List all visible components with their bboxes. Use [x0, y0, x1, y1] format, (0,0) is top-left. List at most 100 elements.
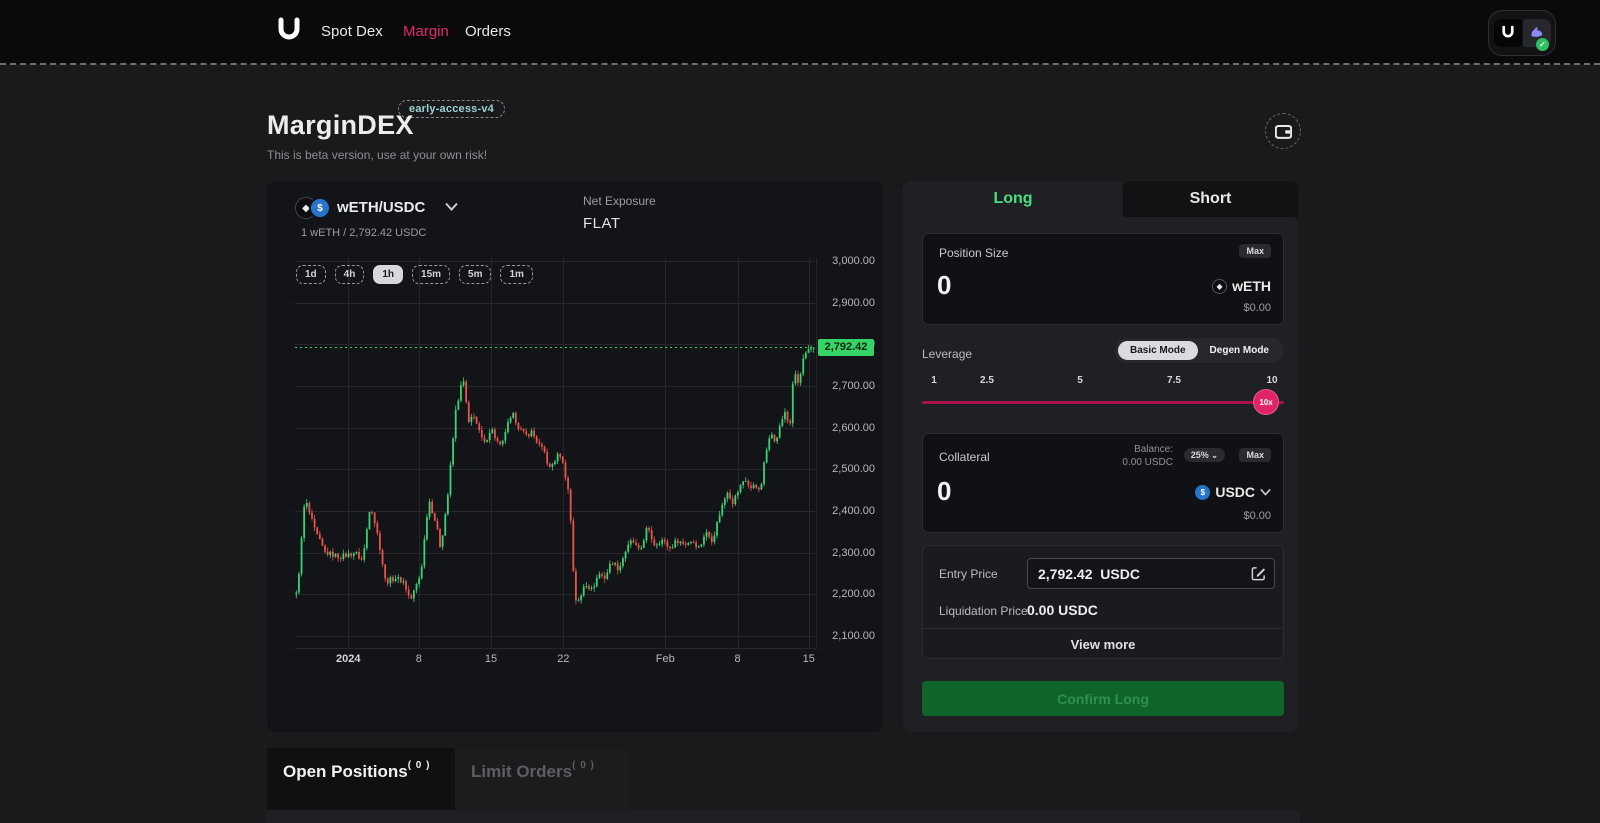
page-subtitle: This is beta version, use at your own ri… — [267, 148, 488, 162]
entry-price-label: Entry Price — [939, 567, 998, 581]
trade-panel: Long Short Position Size Max ◆ wETH $0.0… — [903, 181, 1298, 732]
edit-icon[interactable] — [1251, 566, 1266, 581]
brand-logo-small-icon — [1493, 19, 1522, 47]
confirm-long-button[interactable]: Confirm Long — [922, 681, 1284, 716]
nav-link-orders[interactable]: Orders — [465, 23, 511, 40]
timeframe-15m-button[interactable]: 15m — [412, 265, 451, 284]
wallet-button[interactable] — [1265, 113, 1301, 149]
open-positions-count: ( 0 ) — [407, 760, 431, 771]
collateral-label: Collateral — [939, 450, 990, 464]
timeframe-1m-button[interactable]: 1m — [500, 265, 533, 284]
leverage-slider-handle[interactable]: 10x — [1253, 389, 1279, 415]
dashed-divider — [0, 63, 1600, 65]
price-axis-label: 2,700.00 — [832, 380, 875, 392]
collateral-card: Collateral Balance: 0.00 USDC 25% ⌄ Max … — [922, 433, 1284, 533]
connected-check-icon: ✓ — [1536, 38, 1549, 51]
chevron-down-icon: ⌄ — [1211, 451, 1218, 460]
position-asset[interactable]: ◆ wETH — [1212, 278, 1271, 294]
collateral-usd-value: $0.00 — [1243, 510, 1271, 522]
leverage-tick-10: 10 — [1266, 375, 1278, 386]
version-badge: early-access-v4 — [398, 100, 505, 118]
leverage-tick-2-5: 2.5 — [980, 375, 994, 386]
top-nav: Spot Dex Margin Orders ✓ — [0, 0, 1600, 64]
net-exposure-label: Net Exposure — [583, 194, 656, 208]
price-axis-label: 2,300.00 — [832, 546, 875, 559]
position-size-input[interactable] — [937, 270, 1077, 301]
time-axis: 2024 8 15 22 Feb 8 15 — [295, 653, 816, 667]
connected-wallet-widget[interactable]: ✓ — [1488, 10, 1556, 56]
collateral-balance: Balance: 0.00 USDC — [1122, 443, 1173, 469]
leverage-tick-1: 1 — [931, 375, 937, 386]
entry-price-box — [1027, 558, 1275, 589]
chart-panel: ◆ $ wETH/USDC 1 wETH / 2,792.42 USDC Net… — [267, 181, 883, 732]
leverage-tick-7-5: 7.5 — [1167, 375, 1181, 386]
time-axis-label: 2024 — [336, 653, 361, 665]
chevron-down-icon — [1260, 488, 1271, 496]
timeframe-row: 1d 4h 1h 15m 5m 1m — [296, 265, 533, 284]
tab-short[interactable]: Short — [1123, 181, 1298, 217]
leverage-mode-toggle: Basic Mode Degen Mode — [1114, 338, 1284, 363]
price-axis-label: 2,600.00 — [832, 421, 875, 434]
collateral-input[interactable] — [937, 476, 1077, 507]
usdc-icon: $ — [1195, 484, 1211, 500]
tab-open-positions[interactable]: Open Positions( 0 ) — [267, 748, 455, 810]
tab-limit-orders[interactable]: Limit Orders( 0 ) — [455, 748, 630, 810]
pair-selector[interactable]: wETH/USDC — [337, 199, 426, 216]
usdc-icon: $ — [309, 197, 331, 219]
open-positions-label: Open Positions — [283, 762, 408, 781]
pair-price-line: 1 wETH / 2,792.42 USDC — [301, 227, 427, 239]
timeframe-1d-button[interactable]: 1d — [296, 265, 326, 284]
balance-label: Balance: — [1134, 444, 1173, 455]
view-more-button[interactable]: View more — [1070, 637, 1136, 652]
price-axis-label: 2,900.00 — [832, 296, 875, 309]
liquidation-price-label: Liquidation Price — [939, 604, 1028, 618]
current-price-tag: 2,792.42 — [818, 339, 874, 356]
order-details-card: Entry Price Liquidation Price 0.00 USDC … — [922, 545, 1284, 659]
time-axis-label: 22 — [557, 653, 570, 665]
position-size-label: Position Size — [939, 246, 1009, 260]
divider — [923, 628, 1283, 629]
entry-price-input[interactable] — [1038, 559, 1238, 588]
price-axis-label: 2,400.00 — [832, 505, 875, 517]
chevron-down-icon[interactable] — [445, 202, 458, 211]
leverage-tick-5: 5 — [1077, 375, 1083, 386]
timeframe-4h-button[interactable]: 4h — [334, 265, 365, 284]
brand-logo-icon[interactable] — [274, 16, 304, 46]
price-axis-line — [816, 258, 817, 649]
price-axis-label: 2,200.00 — [832, 588, 875, 601]
collateral-asset-dropdown[interactable]: $ USDC — [1195, 484, 1271, 500]
time-axis-label: 15 — [802, 653, 815, 665]
wallet-icon — [1274, 124, 1292, 139]
price-axis-label: 2,100.00 — [832, 630, 875, 642]
balance-value: 0.00 USDC — [1122, 457, 1173, 468]
page-title: MarginDEX — [267, 110, 414, 140]
price-axis: 3,000.002,900.002,800.002,700.002,600.00… — [823, 255, 875, 648]
timeframe-1h-button[interactable]: 1h — [373, 265, 404, 284]
degen-mode-button[interactable]: Degen Mode — [1209, 345, 1269, 356]
limit-orders-label: Limit Orders — [471, 762, 573, 781]
timeframe-5m-button[interactable]: 5m — [459, 265, 492, 284]
time-axis-label: 15 — [484, 653, 498, 665]
leverage-slider-track[interactable] — [922, 401, 1284, 404]
price-axis-label: 3,000.00 — [832, 255, 875, 267]
tab-long[interactable]: Long — [903, 181, 1123, 217]
collateral-max-button[interactable]: Max — [1239, 448, 1271, 462]
time-axis-label: Feb — [655, 653, 675, 665]
nav-link-margin[interactable]: Margin — [403, 23, 449, 40]
limit-orders-count: ( 0 ) — [572, 760, 595, 771]
net-exposure-value: FLAT — [583, 215, 621, 232]
position-asset-name: wETH — [1232, 278, 1271, 294]
position-max-button[interactable]: Max — [1239, 244, 1271, 258]
candlestick-chart[interactable] — [295, 258, 815, 648]
price-axis-label: 2,500.00 — [832, 463, 875, 476]
time-axis-label: 8 — [415, 653, 422, 665]
nav-link-spot-dex[interactable]: Spot Dex — [321, 23, 383, 40]
time-axis-label: 8 — [734, 653, 741, 665]
collateral-percent-dropdown[interactable]: 25% ⌄ — [1183, 448, 1225, 462]
position-size-card: Position Size Max ◆ wETH $0.00 — [922, 233, 1284, 325]
liquidation-price-value: 0.00 USDC — [1027, 602, 1098, 618]
basic-mode-button[interactable]: Basic Mode — [1117, 341, 1198, 360]
weth-icon: ◆ — [1212, 278, 1228, 294]
pair-icons: ◆ $ — [295, 197, 335, 219]
